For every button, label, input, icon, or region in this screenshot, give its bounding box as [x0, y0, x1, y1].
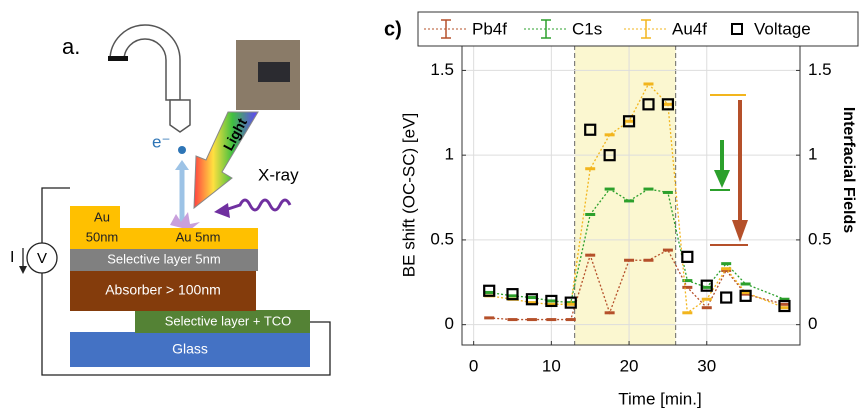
point-marker	[546, 318, 556, 321]
y-tick-label: 1.5	[430, 60, 454, 79]
x-tick-label: 10	[542, 356, 561, 375]
layer-label: Selective layer 5nm	[107, 251, 220, 266]
layer-label: 50nm	[86, 229, 119, 244]
annotation	[714, 170, 730, 188]
point-marker	[605, 188, 615, 191]
annotation	[732, 220, 748, 242]
chart: c) BE shift (OC-SC) [eV] Interfacial Fie…	[384, 12, 858, 408]
highlight	[575, 45, 676, 345]
spark	[170, 212, 200, 230]
point-marker	[624, 199, 634, 202]
point-marker	[702, 298, 712, 301]
point-marker	[643, 259, 653, 262]
point-marker	[779, 306, 789, 309]
voltmeter-label: V	[37, 250, 47, 267]
xray-label: X-ray	[258, 165, 299, 184]
layer-label: Selective layer + TCO	[165, 313, 292, 328]
point-marker	[663, 103, 673, 106]
point-marker	[508, 318, 518, 321]
layer-label: Au 5nm	[176, 229, 221, 244]
voltage-marker	[682, 252, 692, 262]
y-tick-label: 0	[445, 314, 454, 333]
legend-label: C1s	[572, 19, 602, 38]
electron	[178, 146, 186, 154]
xray-wave	[225, 200, 290, 210]
point-marker	[779, 303, 789, 306]
y-axis-label: BE shift (OC-SC) [eV]	[399, 113, 418, 277]
legend-label: Voltage	[754, 19, 811, 38]
layer-label: Au	[94, 209, 110, 224]
point-marker	[484, 316, 494, 319]
legend-label: Au4f	[672, 19, 707, 38]
xray-head	[214, 203, 230, 218]
point-marker	[643, 82, 653, 85]
photo-detail	[258, 62, 290, 82]
point-marker	[484, 291, 494, 294]
point-marker	[605, 133, 615, 136]
point-marker	[527, 296, 537, 299]
point-marker	[682, 286, 692, 289]
voltage-marker	[484, 286, 494, 296]
point-marker	[702, 286, 712, 289]
panel-label: c)	[384, 18, 402, 40]
x-axis-label: Time [min.]	[618, 389, 701, 408]
point-marker	[624, 259, 634, 262]
point-marker	[663, 191, 673, 194]
electron-label: e⁻	[152, 132, 170, 151]
analyzer	[110, 25, 180, 100]
y-tick-label: 0.5	[430, 229, 454, 248]
point-marker	[721, 267, 731, 270]
figure: a. e⁻ Light X-ray V I Glass Selective la…	[0, 0, 864, 412]
arrow-head	[175, 160, 189, 170]
y2-tick-label: 0	[808, 314, 817, 333]
point-marker	[585, 254, 595, 257]
y2-tick-label: 1.5	[808, 60, 832, 79]
x-tick-label: 20	[620, 356, 639, 375]
point-marker	[508, 294, 518, 297]
point-marker	[663, 249, 673, 252]
layer-label: Absorber > 100nm	[105, 282, 221, 298]
x-tick-label: 30	[697, 356, 716, 375]
point-marker	[624, 120, 634, 123]
analyzer-slit	[108, 56, 128, 61]
x-tick-label: 0	[469, 356, 478, 375]
lens	[170, 100, 190, 132]
point-marker	[643, 188, 653, 191]
voltage-marker	[721, 293, 731, 303]
point-marker	[682, 311, 692, 314]
point-marker	[605, 311, 615, 314]
y2-axis-label: Interfacial Fields	[840, 107, 857, 233]
point-marker	[546, 299, 556, 302]
current-label: I	[10, 249, 14, 266]
point-marker	[566, 303, 576, 306]
panel-label: a.	[62, 34, 80, 59]
y-tick-label: 1	[445, 145, 454, 164]
diagram: a. e⁻ Light X-ray V I Glass Selective la…	[10, 25, 330, 375]
light-arrow	[194, 112, 258, 208]
point-marker	[585, 167, 595, 170]
point-marker	[527, 318, 537, 321]
arrow-head	[19, 266, 27, 274]
point-marker	[741, 282, 751, 285]
voltage-marker	[508, 289, 518, 299]
point-marker	[566, 318, 576, 321]
legend-label: Pb4f	[472, 19, 507, 38]
y2-tick-label: 0.5	[808, 229, 832, 248]
y2-tick-label: 1	[808, 145, 817, 164]
layer-label: Glass	[172, 341, 208, 357]
point-marker	[585, 213, 595, 216]
point-marker	[702, 306, 712, 309]
point-marker	[721, 262, 731, 265]
